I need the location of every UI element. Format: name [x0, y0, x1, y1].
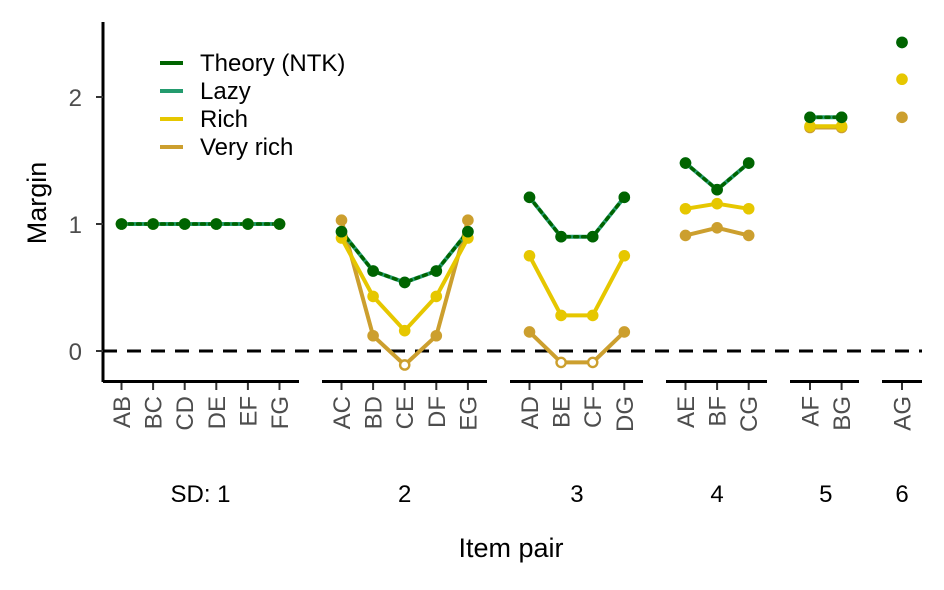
data-point	[711, 222, 723, 234]
data-point	[555, 356, 567, 369]
data-point	[555, 309, 567, 322]
legend-label: Rich	[200, 106, 248, 133]
x-tick-label: AD	[517, 396, 544, 429]
legend-label: Lazy	[200, 78, 251, 105]
data-point	[430, 265, 443, 277]
data-point	[618, 326, 631, 338]
data-point	[679, 157, 692, 169]
x-tick-label: AE	[673, 396, 700, 428]
y-ticks: 0 1 2	[69, 85, 103, 366]
x-tick-label: DG	[612, 396, 639, 432]
x-tick-label: AC	[329, 396, 356, 429]
data-point	[398, 276, 411, 289]
y-tick-label: 0	[69, 339, 82, 366]
y-tick-label: 1	[69, 212, 82, 239]
x-tick-labels: AB BC CD DE EF FG AC BD CE DF EG AD BE CF DG AE BF CG AF BG…	[109, 383, 917, 432]
data-point	[586, 309, 599, 322]
x-tick-label: BF	[705, 396, 732, 427]
legend-label: Theory (NTK)	[200, 50, 345, 77]
data-point	[586, 230, 599, 243]
data-point	[242, 218, 254, 230]
y-tick-label: 2	[69, 85, 82, 112]
data-point	[896, 36, 908, 49]
series-line	[527, 253, 627, 318]
data-point	[462, 214, 474, 226]
data-point	[335, 225, 348, 238]
legend-label: Very rich	[200, 134, 293, 161]
data-point	[804, 120, 816, 133]
data-point	[523, 326, 536, 338]
data-point	[742, 202, 755, 215]
x-axis-title: Item pair	[458, 533, 563, 563]
y-axis-title: Margin	[22, 162, 52, 245]
data-point	[430, 329, 443, 342]
x-tick-label: CE	[392, 396, 419, 429]
data-point	[679, 229, 692, 242]
x-tick-label: BE	[549, 396, 576, 428]
x-tick-label: EF	[235, 396, 262, 427]
data-point	[462, 225, 474, 238]
data-point	[618, 191, 631, 204]
x-tick-label: BD	[361, 396, 388, 429]
x-tick-label: CD	[172, 396, 199, 431]
data-point	[742, 229, 755, 242]
x-tick-label: BG	[829, 396, 856, 431]
data-point	[618, 249, 631, 262]
data-point	[367, 290, 379, 303]
x-tick-label: DE	[204, 396, 231, 429]
data-point	[896, 111, 908, 124]
group-label: 3	[570, 481, 583, 508]
x-tick-label: AG	[890, 396, 917, 431]
data-point	[398, 324, 411, 337]
x-tick-label: CF	[580, 396, 607, 428]
x-tick-label: CG	[736, 396, 763, 432]
data-point	[147, 218, 159, 230]
data-point	[367, 265, 379, 277]
x-tick-label: EG	[455, 396, 482, 431]
data-point	[555, 230, 567, 243]
data-point	[367, 329, 379, 342]
data-point	[210, 218, 223, 230]
data-point	[335, 214, 348, 226]
data-point	[178, 218, 191, 230]
data-point	[586, 356, 599, 369]
group-label: SD: 1	[170, 481, 230, 508]
x-tick-label: AB	[109, 396, 136, 428]
x-tick-label: BC	[141, 396, 168, 429]
data-point	[896, 73, 908, 86]
data-point	[835, 120, 848, 133]
data-point	[523, 249, 536, 262]
series-line	[339, 218, 470, 367]
series-line	[527, 329, 627, 365]
x-tick-label: FG	[267, 396, 294, 429]
data-point	[711, 183, 723, 196]
data-point	[804, 111, 816, 124]
x-tick-label: AF	[798, 396, 825, 427]
data-point	[523, 191, 536, 204]
group-label: 5	[819, 481, 832, 508]
data-point	[835, 111, 848, 124]
data-point	[711, 197, 723, 210]
data-point	[273, 218, 286, 230]
x-tick-label: DF	[424, 396, 451, 428]
data-point	[742, 157, 755, 169]
group-label: 2	[398, 481, 411, 508]
group-labels: SD: 1 2 3 4 5 6	[170, 481, 908, 508]
group-label: 4	[710, 481, 723, 508]
data-point	[398, 359, 411, 371]
data-point	[679, 202, 692, 215]
series-line	[527, 195, 627, 239]
data-point	[115, 218, 128, 230]
group-label: 6	[895, 481, 908, 508]
data-point	[430, 290, 443, 303]
series-points	[115, 36, 908, 371]
